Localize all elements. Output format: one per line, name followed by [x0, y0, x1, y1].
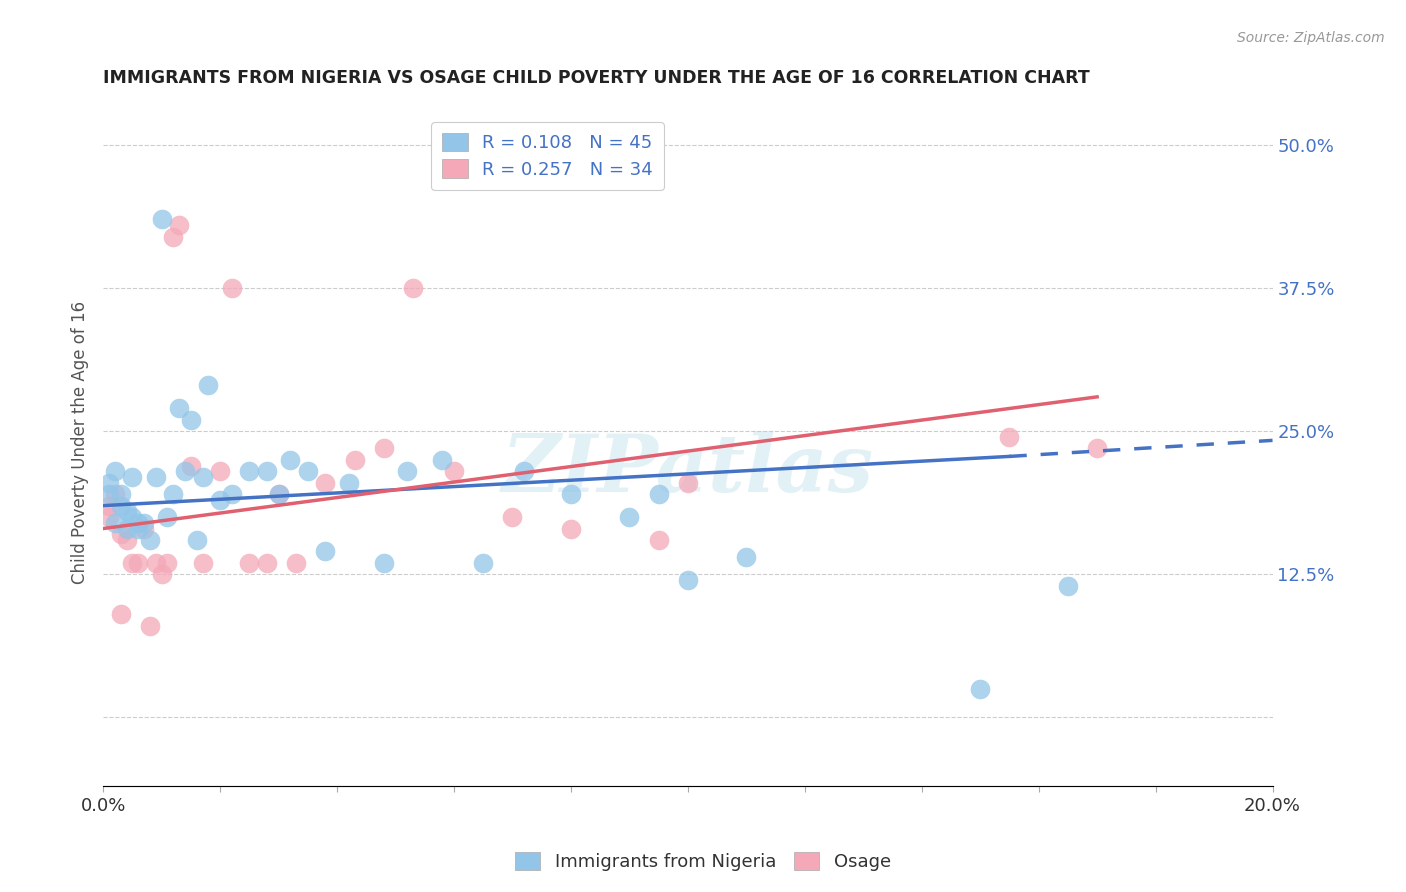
Point [121, 556, 143, 570]
Point [150, 212, 173, 227]
Point [337, 475, 360, 490]
Point [167, 218, 190, 232]
Text: ZIPatlas: ZIPatlas [502, 432, 875, 509]
Point [1057, 579, 1080, 593]
Point [256, 556, 278, 570]
Point [180, 413, 202, 427]
Point [139, 619, 162, 633]
Point [110, 499, 132, 513]
Point [115, 533, 138, 547]
Point [501, 510, 523, 524]
Point [209, 464, 232, 478]
Point [132, 516, 155, 530]
Point [735, 550, 758, 565]
Point [373, 556, 395, 570]
Point [156, 556, 179, 570]
Point [443, 464, 465, 478]
Point [267, 487, 290, 501]
Point [162, 229, 184, 244]
Text: IMMIGRANTS FROM NIGERIA VS OSAGE CHILD POVERTY UNDER THE AGE OF 16 CORRELATION C: IMMIGRANTS FROM NIGERIA VS OSAGE CHILD P… [103, 69, 1090, 87]
Point [285, 556, 308, 570]
Point [104, 516, 127, 530]
Point [127, 522, 149, 536]
Point [115, 522, 138, 536]
Point [472, 556, 495, 570]
Legend: Immigrants from Nigeria, Osage: Immigrants from Nigeria, Osage [508, 845, 898, 879]
Legend: R = 0.108   N = 45, R = 0.257   N = 34: R = 0.108 N = 45, R = 0.257 N = 34 [432, 122, 664, 189]
Point [98, 475, 121, 490]
Point [998, 430, 1021, 444]
Point [191, 470, 214, 484]
Point [121, 510, 143, 524]
Point [221, 281, 243, 295]
Point [619, 510, 641, 524]
Point [145, 556, 167, 570]
Point [676, 573, 699, 587]
Point [676, 475, 699, 490]
Point [238, 556, 260, 570]
Point [647, 533, 669, 547]
Point [256, 464, 278, 478]
Point [139, 533, 162, 547]
Point [115, 504, 138, 518]
Point [156, 510, 179, 524]
Point [180, 458, 202, 473]
Point [314, 544, 336, 558]
Point [191, 556, 214, 570]
Point [314, 475, 336, 490]
Point [167, 401, 190, 416]
Point [98, 487, 121, 501]
Point [373, 442, 395, 456]
Text: Source: ZipAtlas.com: Source: ZipAtlas.com [1237, 31, 1385, 45]
Point [127, 516, 149, 530]
Y-axis label: Child Poverty Under the Age of 16: Child Poverty Under the Age of 16 [72, 301, 89, 584]
Point [297, 464, 319, 478]
Point [238, 464, 260, 478]
Point [132, 522, 155, 536]
Point [1085, 442, 1108, 456]
Point [104, 464, 127, 478]
Point [104, 487, 127, 501]
Point [402, 281, 425, 295]
Point [343, 453, 366, 467]
Point [186, 533, 208, 547]
Point [121, 470, 143, 484]
Point [162, 487, 184, 501]
Point [197, 378, 219, 392]
Point [209, 492, 232, 507]
Point [513, 464, 536, 478]
Point [145, 470, 167, 484]
Point [110, 487, 132, 501]
Point [174, 464, 197, 478]
Point [432, 453, 454, 467]
Point [98, 499, 121, 513]
Point [110, 527, 132, 541]
Point [278, 453, 301, 467]
Point [560, 487, 582, 501]
Point [969, 681, 991, 696]
Point [98, 510, 121, 524]
Point [127, 556, 149, 570]
Point [267, 487, 290, 501]
Point [560, 522, 582, 536]
Point [150, 567, 173, 582]
Point [221, 487, 243, 501]
Point [396, 464, 419, 478]
Point [110, 607, 132, 622]
Point [647, 487, 669, 501]
